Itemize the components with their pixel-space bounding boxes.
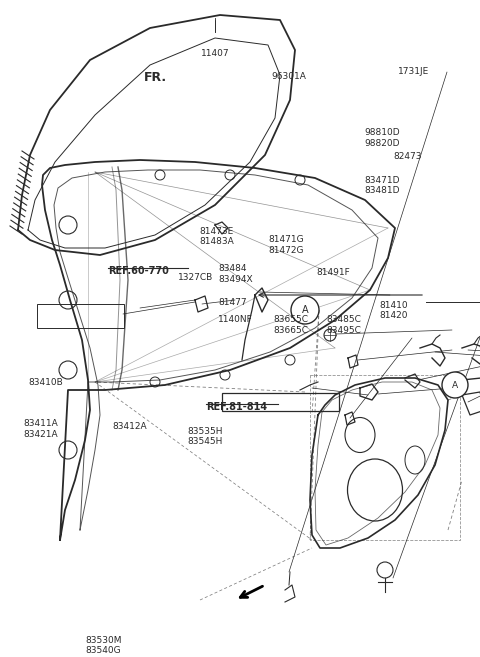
Text: 98810D
98820D: 98810D 98820D <box>365 128 400 148</box>
Text: 83484
83494X: 83484 83494X <box>218 264 253 284</box>
Text: 83655C
83665C: 83655C 83665C <box>274 315 309 335</box>
Text: 81410
81420: 81410 81420 <box>379 301 408 321</box>
Text: 81473E
81483A: 81473E 81483A <box>199 227 234 246</box>
Text: 83412A: 83412A <box>113 422 147 431</box>
Text: 81471G
81472G: 81471G 81472G <box>269 235 304 255</box>
Circle shape <box>291 296 319 324</box>
Text: A: A <box>452 380 458 390</box>
Text: 83485C
83495C: 83485C 83495C <box>326 315 361 335</box>
Text: 81477: 81477 <box>218 298 247 307</box>
Text: 1731JE: 1731JE <box>398 67 430 76</box>
Circle shape <box>442 372 468 398</box>
Text: A: A <box>302 305 308 315</box>
Text: 1327CB: 1327CB <box>178 273 213 282</box>
Text: REF.60-770: REF.60-770 <box>108 266 169 276</box>
Text: 1140NF: 1140NF <box>218 315 253 325</box>
Text: 96301A: 96301A <box>271 72 306 81</box>
Text: 82473: 82473 <box>394 152 422 162</box>
Text: FR.: FR. <box>144 71 167 84</box>
Text: 81491F: 81491F <box>317 268 350 277</box>
Text: 83410B: 83410B <box>29 378 63 388</box>
Text: REF.81-814: REF.81-814 <box>206 402 267 412</box>
Text: 83535H
83545H: 83535H 83545H <box>187 427 223 447</box>
Text: 83411A
83421A: 83411A 83421A <box>23 419 58 439</box>
Text: 83471D
83481D: 83471D 83481D <box>365 176 400 196</box>
Text: 11407: 11407 <box>201 49 229 58</box>
Text: 83530M
83540G: 83530M 83540G <box>85 636 121 656</box>
